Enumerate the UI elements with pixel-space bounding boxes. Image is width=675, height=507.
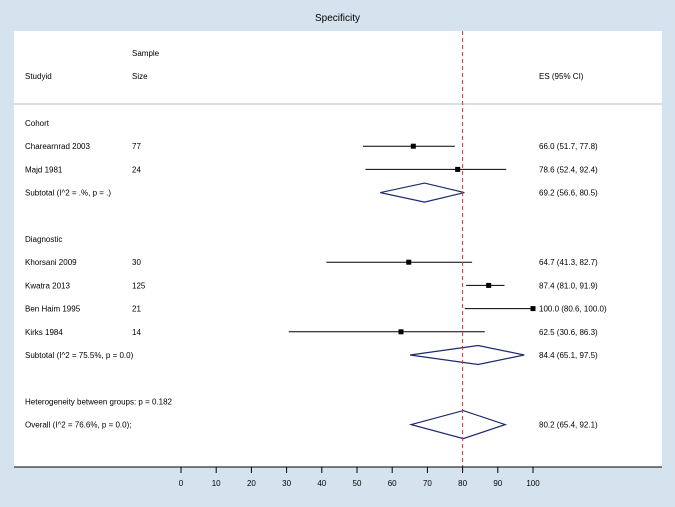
- header-size: Size: [132, 72, 148, 81]
- subtotal-label: Subtotal (I^2 = .%, p = .): [25, 189, 111, 198]
- study-es-label: 78.6 (52.4, 92.4): [539, 165, 598, 174]
- x-tick-label: 60: [388, 479, 397, 488]
- overall-diamond: [408, 409, 508, 440]
- sample-size: 14: [132, 328, 141, 337]
- header-sample: Sample: [132, 49, 160, 58]
- study-label: Kirks 1984: [25, 328, 63, 337]
- point-estimate: [455, 166, 461, 172]
- overall-es-label: 80.2 (65.4, 92.1): [539, 421, 598, 430]
- overall-label: Overall (I^2 = 76.6%, p = 0.0);: [25, 421, 131, 430]
- x-tick-label: 20: [247, 479, 256, 488]
- x-tick-label: 70: [423, 479, 432, 488]
- point-estimate: [406, 259, 412, 265]
- subtotal-es-label: 84.4 (65.1, 97.5): [539, 351, 598, 360]
- x-tick-label: 0: [179, 479, 184, 488]
- sample-size: 77: [132, 142, 141, 151]
- study-label: Kwatra 2013: [25, 281, 70, 290]
- study-es-label: 66.0 (51.7, 77.8): [539, 142, 598, 151]
- study-es-label: 62.5 (30.6, 86.3): [539, 328, 598, 337]
- study-label: Majd 1981: [25, 165, 63, 174]
- header-studyid: Studyid: [25, 72, 52, 81]
- study-label: Ben Haim 1995: [25, 305, 81, 314]
- point-estimate: [530, 306, 536, 312]
- subtotal-es-label: 69.2 (56.6, 80.5): [539, 189, 598, 198]
- point-estimate: [410, 143, 416, 149]
- heterogeneity-note: Heterogeneity between groups: p = 0.182: [25, 397, 173, 406]
- sample-size: 125: [132, 281, 146, 290]
- study-label: Khorsani 2009: [25, 258, 77, 267]
- subtotal-diamond: [380, 182, 465, 203]
- x-tick-label: 100: [526, 479, 540, 488]
- subtotal-label: Subtotal (I^2 = 75.5%, p = 0.0): [25, 351, 134, 360]
- x-tick-label: 30: [282, 479, 291, 488]
- x-tick-label: 90: [493, 479, 502, 488]
- chart-title: Specificity: [314, 13, 360, 24]
- x-tick-label: 80: [458, 479, 467, 488]
- group-label: Diagnostic: [25, 235, 62, 244]
- group-label: Cohort: [25, 119, 50, 128]
- x-tick-label: 50: [353, 479, 362, 488]
- x-tick-label: 40: [317, 479, 326, 488]
- study-label: Charearnrad 2003: [25, 142, 90, 151]
- sample-size: 30: [132, 258, 141, 267]
- sample-size: 21: [132, 305, 141, 314]
- study-es-label: 100.0 (80.6, 100.0): [539, 305, 607, 314]
- point-estimate: [398, 329, 404, 335]
- header-es: ES (95% CI): [539, 72, 584, 81]
- x-tick-label: 10: [212, 479, 221, 488]
- point-estimate: [486, 282, 492, 288]
- study-es-label: 87.4 (81.0, 91.9): [539, 281, 598, 290]
- study-es-label: 64.7 (41.3, 82.7): [539, 258, 598, 267]
- subtotal-diamond: [410, 344, 525, 366]
- sample-size: 24: [132, 165, 141, 174]
